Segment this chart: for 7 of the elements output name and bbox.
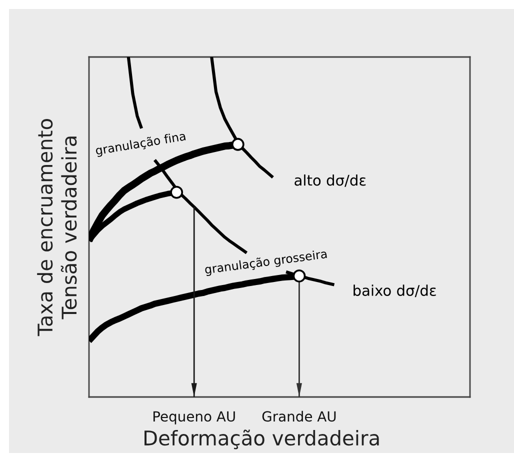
- x-tick-label: Pequeno AU: [153, 411, 235, 424]
- x-tick-label: Grande AU: [262, 410, 336, 422]
- text: granulação grosseira: [204, 248, 328, 276]
- x-axis-title: Deformação verdadeira: [144, 430, 379, 450]
- series-label: baixo dσ/dε: [354, 284, 436, 298]
- series-label: alto dσ/dε: [294, 174, 366, 187]
- y-axis-title: Taxa de encruamento Tensão verdadeira: [37, 119, 77, 336]
